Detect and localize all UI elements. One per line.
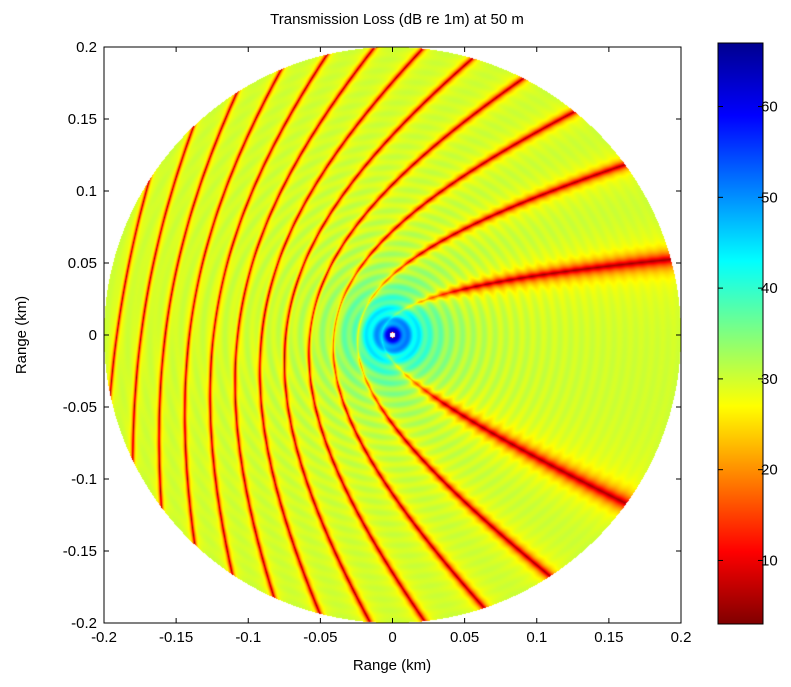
x-axis-label: Range (km) [353, 657, 431, 674]
colorbar-tick-label: 30 [761, 371, 778, 388]
y-tick-label: 0.2 [76, 39, 97, 56]
y-axis-label: Range (km) [13, 296, 30, 374]
heatmap-image [104, 47, 681, 623]
y-tick-label: -0.15 [63, 543, 97, 560]
x-tick-label: 0.2 [671, 629, 692, 646]
plot-area: -0.2 -0.15 -0.1 -0.05 0 0.05 0.1 0.15 0.2 0.2 0.1… [63, 39, 692, 646]
y-tick-label: 0 [89, 327, 97, 344]
x-tick-label: 0.1 [526, 629, 547, 646]
y-tick-label: 0.15 [68, 111, 97, 128]
y-tick-label: 0.05 [68, 255, 97, 272]
x-tick-label: 0 [388, 629, 396, 646]
x-tick-label: -0.1 [235, 629, 261, 646]
colorbar: 60 50 40 30 20 10 [717, 42, 778, 625]
x-tick-label: -0.05 [303, 629, 337, 646]
y-axis-ticks: 0.2 0.15 0.1 0.05 0 -0.05 -0.1 -0.15 -0.2 [63, 39, 681, 632]
y-tick-label: 0.1 [76, 183, 97, 200]
colorbar-tick-label: 20 [761, 462, 778, 479]
x-tick-label: -0.15 [159, 629, 193, 646]
y-tick-label: -0.2 [71, 615, 97, 632]
chart-title: Transmission Loss (dB re 1m) at 50 m [270, 11, 524, 28]
x-tick-label: 0.05 [450, 629, 479, 646]
x-tick-label: 0.15 [594, 629, 623, 646]
colorbar-tick-label: 50 [761, 189, 778, 206]
colorbar-gradient [717, 42, 764, 625]
colorbar-ticks: 60 50 40 30 20 10 [718, 99, 778, 569]
colorbar-tick-label: 10 [761, 552, 778, 569]
x-tick-label: -0.2 [91, 629, 117, 646]
colorbar-tick-label: 60 [761, 99, 778, 116]
y-tick-label: -0.1 [71, 471, 97, 488]
y-tick-label: -0.05 [63, 399, 97, 416]
x-axis-ticks: -0.2 -0.15 -0.1 -0.05 0 0.05 0.1 0.15 0.2 [91, 47, 691, 646]
colorbar-tick-label: 40 [761, 280, 778, 297]
